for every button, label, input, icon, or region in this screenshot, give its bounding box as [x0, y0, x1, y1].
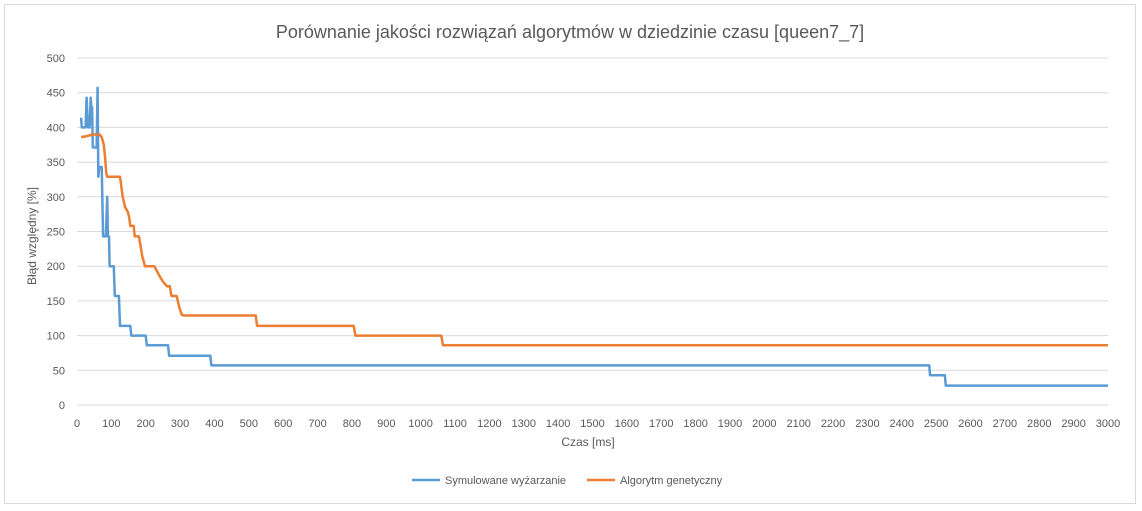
x-tick-label: 2500 — [924, 418, 948, 430]
x-tick-label: 2900 — [1061, 418, 1085, 430]
y-tick-label: 0 — [59, 400, 65, 412]
y-axis-title: Błąd względny [%] — [25, 187, 39, 285]
x-tick-label: 1100 — [443, 418, 467, 430]
x-tick-label: 2600 — [958, 418, 982, 430]
series-line-1 — [79, 86, 1108, 387]
line-chart: Porównanie jakości rozwiązań algorytmów … — [25, 22, 1121, 487]
x-tick-label: 900 — [377, 418, 395, 430]
x-tick-label: 2100 — [786, 418, 810, 430]
x-tick-label: 2200 — [821, 418, 845, 430]
axes: 0 50 100 150 200 250 300 350 400 450 500 0 100 200 300… — [47, 53, 1121, 430]
legend: Symulowane wyżarzanie Algorytm genetyczny — [412, 475, 723, 487]
y-tick-label: 450 — [47, 88, 65, 100]
x-tick-label: 0 — [74, 418, 80, 430]
x-tick-label: 1300 — [512, 418, 536, 430]
x-tick-label: 1500 — [580, 418, 604, 430]
chart-frame: Porównanie jakości rozwiązań algorytmów … — [4, 4, 1136, 504]
legend-label-2: Algorytm genetyczny — [620, 475, 723, 487]
x-tick-label: 3000 — [1096, 418, 1120, 430]
x-tick-label: 300 — [171, 418, 189, 430]
x-tick-label: 1000 — [408, 418, 432, 430]
x-tick-label: 1400 — [546, 418, 570, 430]
x-tick-label: 2800 — [1027, 418, 1051, 430]
y-tick-label: 350 — [47, 157, 65, 169]
y-tick-label: 150 — [47, 296, 65, 308]
x-tick-label: 500 — [240, 418, 258, 430]
x-tick-label: 100 — [102, 418, 120, 430]
x-tick-label: 2300 — [855, 418, 879, 430]
x-tick-label: 1800 — [683, 418, 707, 430]
x-tick-label: 700 — [308, 418, 326, 430]
x-tick-label: 1900 — [718, 418, 742, 430]
x-axis-title: Czas [ms] — [561, 435, 614, 449]
x-tick-label: 600 — [274, 418, 292, 430]
x-tick-label: 2700 — [993, 418, 1017, 430]
x-tick-label: 400 — [205, 418, 223, 430]
y-tick-label: 500 — [47, 53, 65, 65]
x-tick-label: 200 — [137, 418, 155, 430]
series-line-2 — [80, 133, 1108, 347]
y-tick-label: 50 — [53, 365, 65, 377]
x-tick-label: 1600 — [615, 418, 639, 430]
y-tick-label: 400 — [47, 122, 65, 134]
chart-title: Porównanie jakości rozwiązań algorytmów … — [276, 22, 864, 43]
x-tick-label: 2400 — [890, 418, 914, 430]
legend-label-1: Symulowane wyżarzanie — [445, 475, 566, 487]
series-lines — [79, 86, 1108, 387]
x-tick-label: 800 — [343, 418, 361, 430]
y-tick-label: 300 — [47, 192, 65, 204]
x-tick-label: 2000 — [752, 418, 776, 430]
x-tick-label: 1200 — [477, 418, 501, 430]
x-tick-label: 1700 — [649, 418, 673, 430]
y-tick-label: 100 — [47, 331, 65, 343]
y-tick-label: 200 — [47, 261, 65, 273]
gridlines — [77, 57, 1108, 371]
y-tick-label: 250 — [47, 227, 65, 239]
